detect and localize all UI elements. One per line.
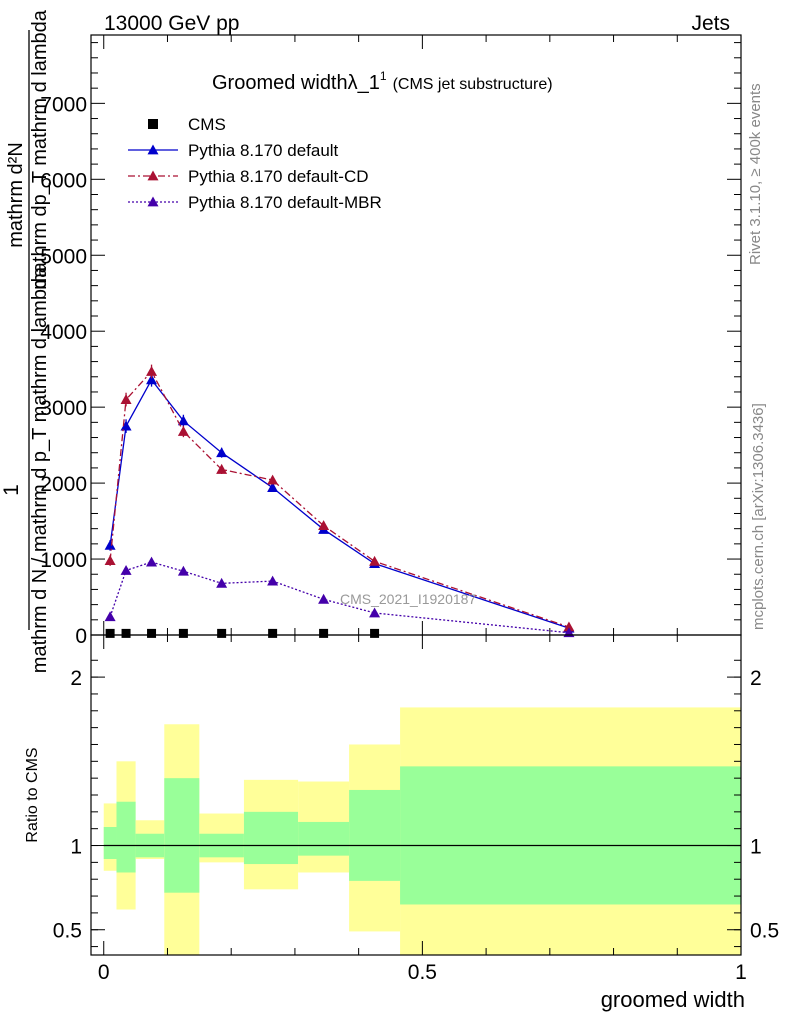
cms-data-point: [147, 628, 157, 638]
legend: CMS Pythia 8.170 default Pythia 8.170 defa…: [128, 115, 382, 212]
data-point: [216, 577, 228, 588]
ratio-axis-ticks: 0.5 0.51 12 20 0.5 1: [53, 635, 779, 984]
ratio-inner-band: [103, 827, 117, 859]
series-0: [105, 628, 380, 638]
cms-data-point: [217, 628, 227, 638]
data-point: [177, 565, 189, 576]
main-ylabel: 1 mathrm d²N mathrm dp_T mathrm d lambda…: [0, 9, 51, 673]
main-ytick-label: 0: [75, 625, 87, 648]
cms-data-point: [121, 628, 131, 638]
rivet-label: Rivet 3.1.10, ≥ 400k events: [747, 83, 764, 265]
data-point: [146, 556, 158, 567]
main-ytick-label: 2000: [40, 473, 87, 496]
series-line: [109, 370, 570, 628]
cms-data-point: [178, 628, 188, 638]
data-point: [104, 555, 116, 565]
header-left: 13000 GeV pp: [104, 12, 239, 35]
data-point: [563, 621, 575, 632]
ratio-ytick-label: 2: [70, 667, 82, 690]
series-3: [104, 556, 575, 638]
data-point: [216, 447, 228, 458]
data-point: [318, 593, 330, 604]
ylabel-denominator: mathrm d N / mathrm d p_T mathrm d lambd…: [29, 266, 51, 673]
data-point: [369, 607, 381, 618]
data-point: [267, 474, 279, 485]
ratio-ytick-label-right: 0.5: [750, 920, 779, 943]
legend-marker: [147, 170, 159, 181]
plot-title-main: Groomed widthλ_1: [212, 72, 380, 94]
main-ytick-label: 7000: [40, 93, 87, 116]
cms-data-point: [268, 628, 278, 638]
xtick-label: 0.5: [408, 961, 437, 984]
main-series: [104, 364, 575, 638]
cms-data-point: [105, 628, 115, 638]
x-axis-label: groomed width: [601, 987, 745, 1012]
ylabel-one: 1: [0, 484, 23, 496]
ylabel-numerator: mathrm d²N: [5, 142, 27, 248]
ratio-ytick-label: 1: [70, 836, 82, 859]
data-point: [104, 539, 116, 550]
legend-label: Pythia 8.170 default-MBR: [188, 193, 382, 212]
data-point: [177, 415, 189, 426]
ratio-bands: [103, 707, 741, 955]
data-point: [146, 365, 158, 376]
plot-title-sub: (CMS jet substructure): [393, 76, 553, 93]
ylabel-numerator-sub: mathrm dp_T mathrm d lambda: [29, 9, 51, 290]
data-point: [267, 575, 279, 586]
main-ytick-label: 1000: [40, 549, 87, 572]
series-2: [104, 364, 575, 632]
data-point: [104, 611, 116, 622]
legend-marker: [147, 196, 159, 207]
analysis-watermark: CMS_2021_I1920187: [340, 591, 476, 607]
ratio-inner-band: [164, 778, 200, 893]
data-point: [120, 564, 132, 575]
ratio-ylabel: Ratio to CMS: [24, 747, 41, 842]
mcplots-label: mcplots.cern.ch [arXiv:1306.3436]: [750, 403, 767, 630]
main-ytick-label: 5000: [40, 245, 87, 268]
ratio-inner-band: [116, 801, 136, 873]
main-ytick-label: 6000: [40, 169, 87, 192]
legend-marker-cms: [148, 119, 158, 129]
legend-label: Pythia 8.170 default: [188, 141, 339, 160]
cms-data-point: [370, 628, 380, 638]
legend-label: Pythia 8.170 default-CD: [188, 167, 369, 186]
legend-label: CMS: [188, 115, 226, 134]
main-axis-ticks: 0 1000 2000 3000 4000 5000 6000 7000: [40, 35, 742, 648]
ratio-inner-band: [298, 821, 350, 856]
data-point: [177, 425, 189, 436]
data-point: [146, 374, 158, 385]
data-point: [216, 463, 228, 474]
main-ytick-label: 3000: [40, 397, 87, 420]
data-point: [267, 482, 279, 493]
ratio-ytick-label-right: 2: [750, 667, 762, 690]
legend-marker: [147, 144, 159, 155]
plot-title-sup: 1: [380, 69, 387, 83]
plot-title: Groomed widthλ_11 (CMS jet substructure): [212, 69, 553, 94]
data-point: [369, 555, 381, 566]
ratio-inner-band: [349, 789, 401, 881]
header-right: Jets: [691, 12, 730, 35]
cms-data-point: [319, 628, 329, 638]
xtick-label: 0: [98, 961, 110, 984]
data-point: [318, 520, 330, 531]
ratio-ytick-label: 0.5: [53, 920, 82, 943]
main-ytick-label: 4000: [40, 321, 87, 344]
data-point: [120, 394, 132, 404]
ratio-inner-band: [400, 766, 741, 905]
xtick-label: 1: [735, 961, 747, 984]
ratio-inner-band: [243, 811, 299, 865]
data-point: [120, 420, 132, 431]
ratio-ytick-label-right: 1: [750, 836, 762, 859]
